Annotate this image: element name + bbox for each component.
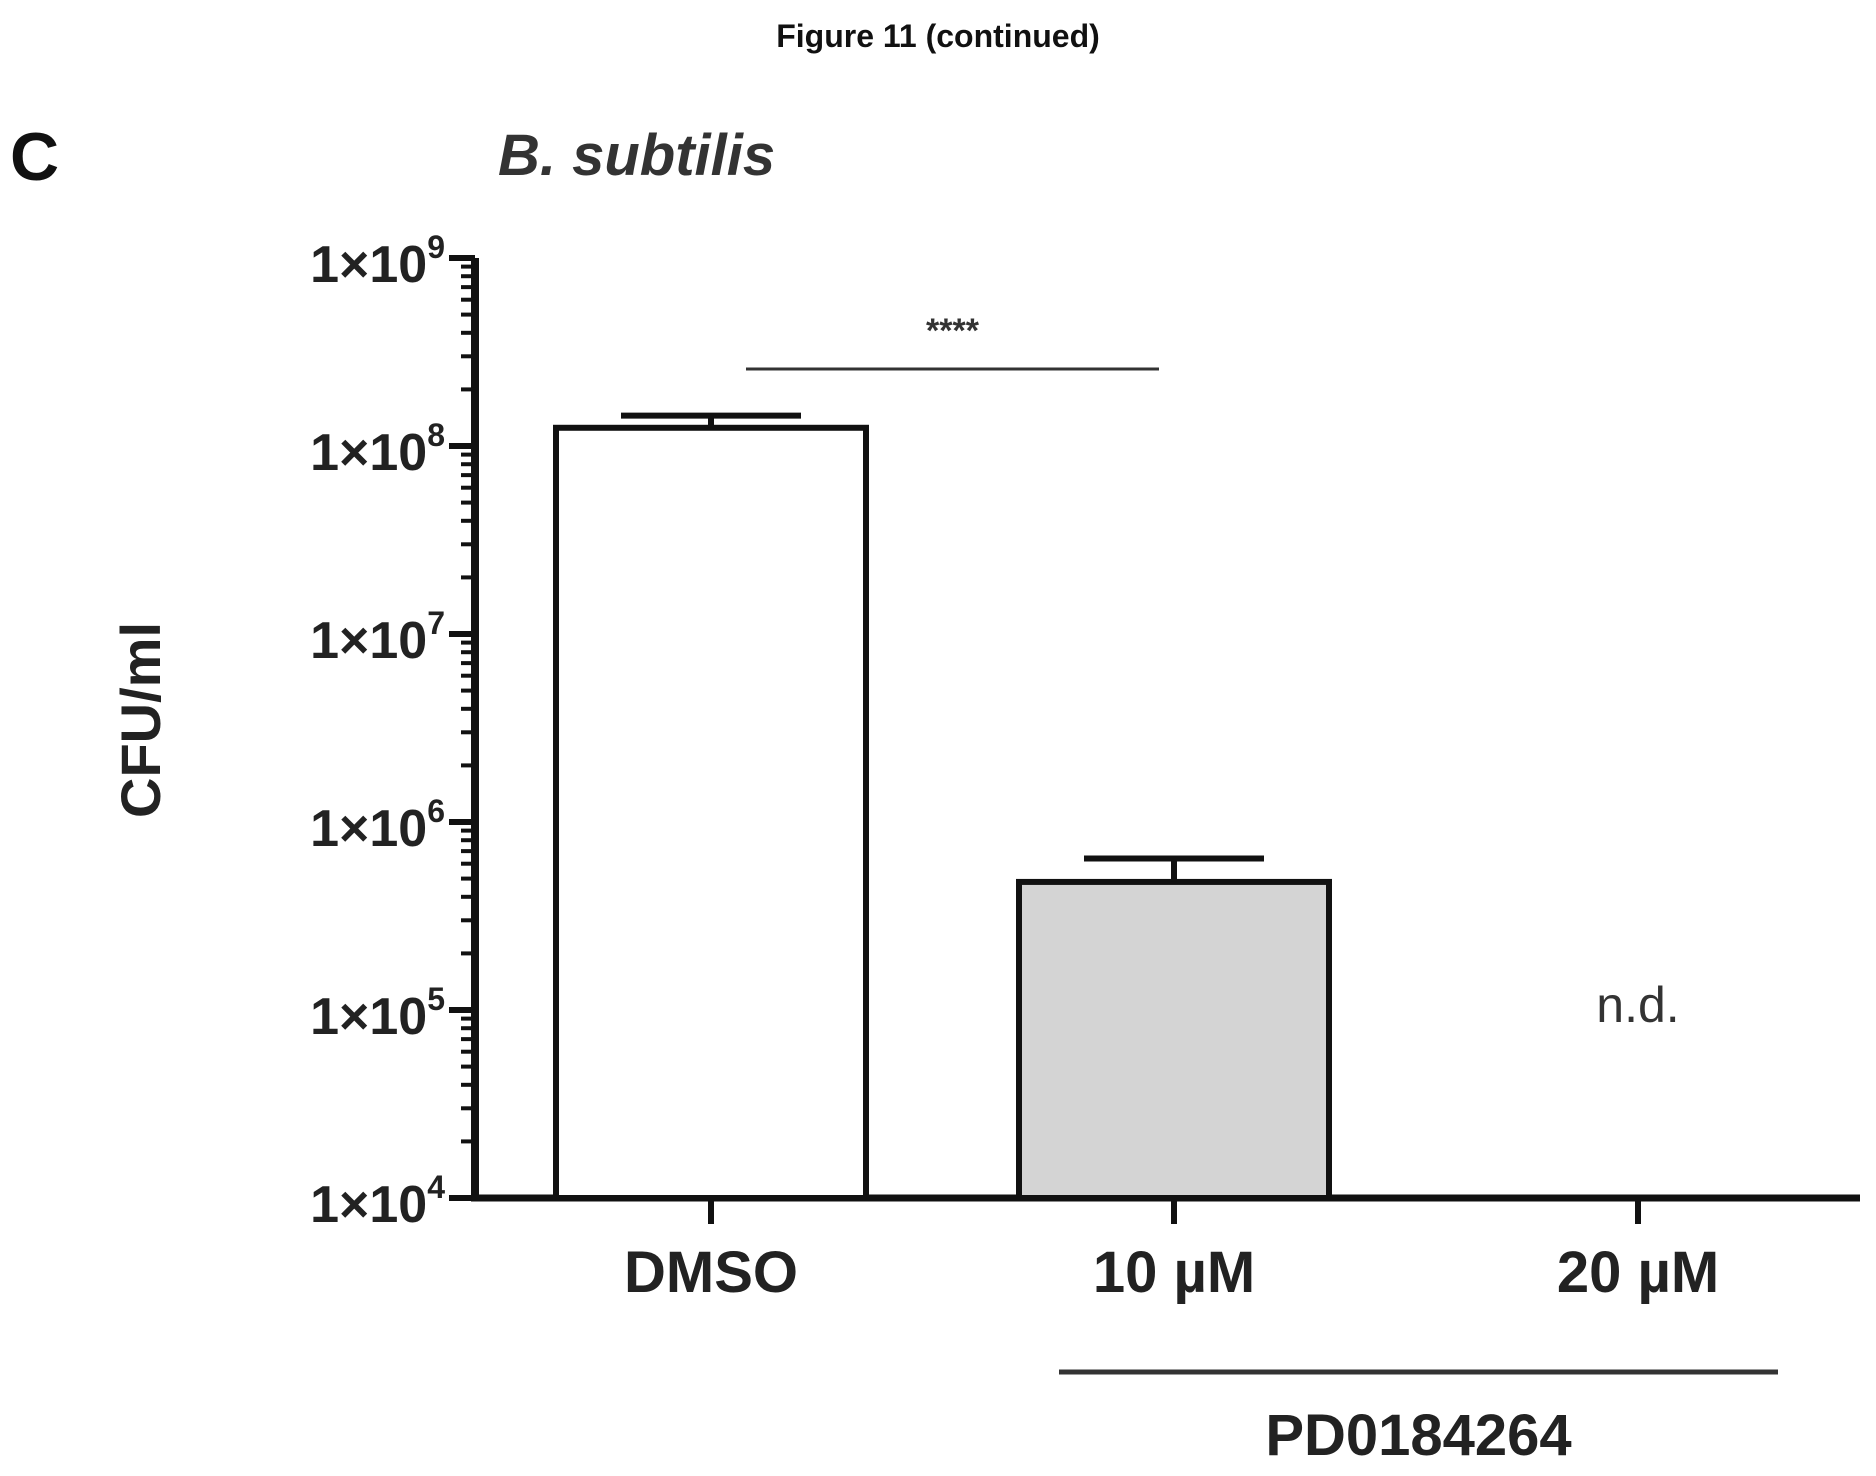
y-tick-label: 1×109 [310, 229, 445, 294]
annotation-nd: n.d. [1596, 977, 1679, 1033]
y-tick-label: 1×106 [310, 793, 445, 858]
y-tick-label: 1×104 [310, 1169, 445, 1234]
bar [553, 424, 869, 1201]
bars [553, 367, 1778, 1375]
bar [1016, 878, 1332, 1201]
x-tick-label: 20 µM [1557, 1240, 1719, 1305]
y-axis-label: CFU/ml [109, 622, 172, 818]
labels: 1×104 1×105 1×106 1×107 1×108 1×109 DMSO 10 µM 2… [310, 229, 1719, 1468]
group-label: PD0184264 [1265, 1403, 1571, 1468]
x-tick-label: 10 µM [1093, 1240, 1255, 1305]
significance-label: **** [926, 312, 980, 350]
chart-title: B. subtilis [498, 123, 775, 188]
y-tick-label: 1×108 [310, 417, 445, 482]
y-tick-label: 1×105 [310, 981, 445, 1046]
panel-label: C [10, 119, 60, 195]
y-tick-label: 1×107 [310, 605, 445, 670]
figure-caption: Figure 11 (continued) [776, 18, 1100, 54]
x-tick-label: DMSO [624, 1240, 798, 1305]
